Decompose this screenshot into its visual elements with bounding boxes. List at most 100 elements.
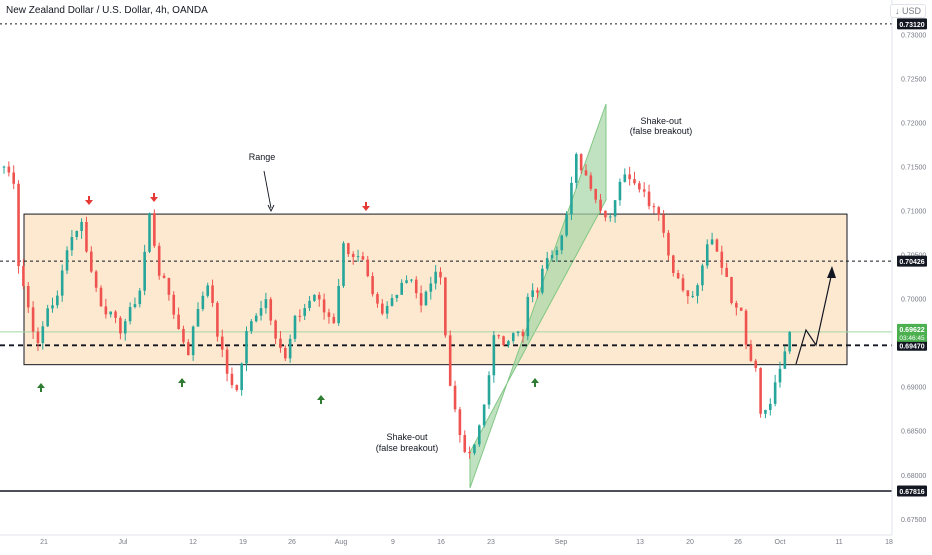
time-tick-label: 26 (734, 539, 742, 546)
candle-body (628, 174, 631, 180)
candle-body (85, 221, 88, 252)
candle-body (507, 341, 510, 346)
price-level-tag (897, 18, 927, 30)
candle-body (269, 299, 273, 321)
candle-body (235, 385, 239, 391)
candle-body (99, 287, 103, 307)
candle-body (22, 266, 25, 287)
candle-body (313, 294, 316, 301)
candle-body (162, 275, 166, 279)
candle-body (672, 255, 675, 273)
candle-body (182, 328, 185, 343)
candle-body (720, 251, 724, 268)
candle-body (361, 256, 365, 260)
sell-arrow-stem (153, 193, 155, 197)
candle-body (70, 236, 74, 251)
candle-body (385, 305, 389, 314)
time-tick-label: 12 (189, 539, 197, 546)
sell-arrow-stem (365, 202, 367, 206)
time-tick-label: Sep (555, 539, 568, 546)
time-tick-label: 18 (885, 539, 893, 546)
sell-arrow-icon (85, 200, 93, 205)
candle-body (555, 250, 559, 256)
price-level-tag (897, 485, 927, 497)
candle-body (550, 255, 554, 259)
candle-body (201, 295, 205, 309)
price-tick-label: 0.73000 (901, 32, 926, 39)
candle-body (623, 174, 627, 182)
annotation-shakeout-top: Shake-out (640, 116, 682, 126)
price-tick-label: 0.68000 (901, 473, 926, 480)
time-tick-label: 9 (391, 539, 395, 546)
candle-body (701, 265, 704, 286)
symbol-title: New Zealand Dollar / U.S. Dollar, 4h, OA… (6, 5, 208, 16)
candle-body (259, 308, 263, 316)
candle-body (347, 243, 350, 255)
candle-body (322, 299, 326, 313)
buy-arrow-stem (40, 388, 42, 392)
candle-body (453, 385, 457, 410)
candle-body (599, 199, 602, 211)
candle-body (41, 326, 45, 344)
candle-body (696, 285, 699, 296)
candle-body (560, 235, 564, 251)
candle-body (584, 170, 588, 176)
candle-body (642, 189, 646, 192)
buy-arrow-icon (317, 395, 325, 400)
candle-body (90, 251, 93, 272)
candle-body (274, 320, 277, 339)
candle-body (676, 272, 680, 279)
candle-body (482, 404, 486, 426)
candle-body (337, 285, 340, 324)
candle-body (541, 268, 544, 293)
buy-arrow-icon (531, 378, 539, 383)
candle-body (705, 244, 709, 266)
candle-body (424, 291, 428, 306)
candle-body (148, 213, 151, 252)
projection-arrowhead (827, 266, 836, 278)
current-price-tag (897, 323, 927, 342)
candle-body (293, 315, 297, 339)
candle-body (497, 335, 500, 337)
currency-selector[interactable]: ↓ USD (889, 4, 926, 18)
candle-body (342, 243, 345, 286)
current-price-countdown: 03:46:45 (899, 335, 925, 342)
candle-body (429, 283, 433, 292)
candle-body (167, 278, 171, 295)
candle-body (216, 302, 219, 337)
candle-body (468, 451, 471, 454)
candle-body (400, 282, 403, 295)
candle-body (308, 300, 311, 309)
candle-body (759, 368, 762, 414)
candle-body (686, 290, 690, 297)
candle-body (395, 294, 399, 299)
price-level-tag (897, 339, 927, 351)
candles (2, 152, 791, 459)
price-level-tag (897, 255, 927, 267)
candle-body (109, 311, 112, 315)
candle-body (356, 256, 360, 258)
candle-body (17, 183, 20, 267)
candle-body (589, 175, 593, 189)
candle-body (521, 331, 525, 337)
time-tick-label: 23 (487, 539, 495, 546)
price-tick-label: 0.72500 (901, 76, 926, 83)
candle-body (783, 351, 787, 369)
candle-body (351, 254, 355, 258)
candle-body (225, 349, 229, 374)
time-tick-label: Oct (775, 539, 786, 546)
buy-arrow-stem (534, 383, 536, 387)
candle-body (376, 294, 379, 304)
candle-body (128, 307, 132, 322)
candle-body (75, 230, 79, 237)
candle-body (366, 259, 370, 277)
annotation-range-arrowhead (267, 204, 275, 213)
candle-body (463, 435, 467, 452)
candle-body (157, 245, 161, 276)
candle-body (652, 206, 656, 208)
buy-arrow-icon (178, 378, 186, 383)
price-tick-label: 0.69000 (901, 385, 926, 392)
candle-body (647, 191, 651, 207)
